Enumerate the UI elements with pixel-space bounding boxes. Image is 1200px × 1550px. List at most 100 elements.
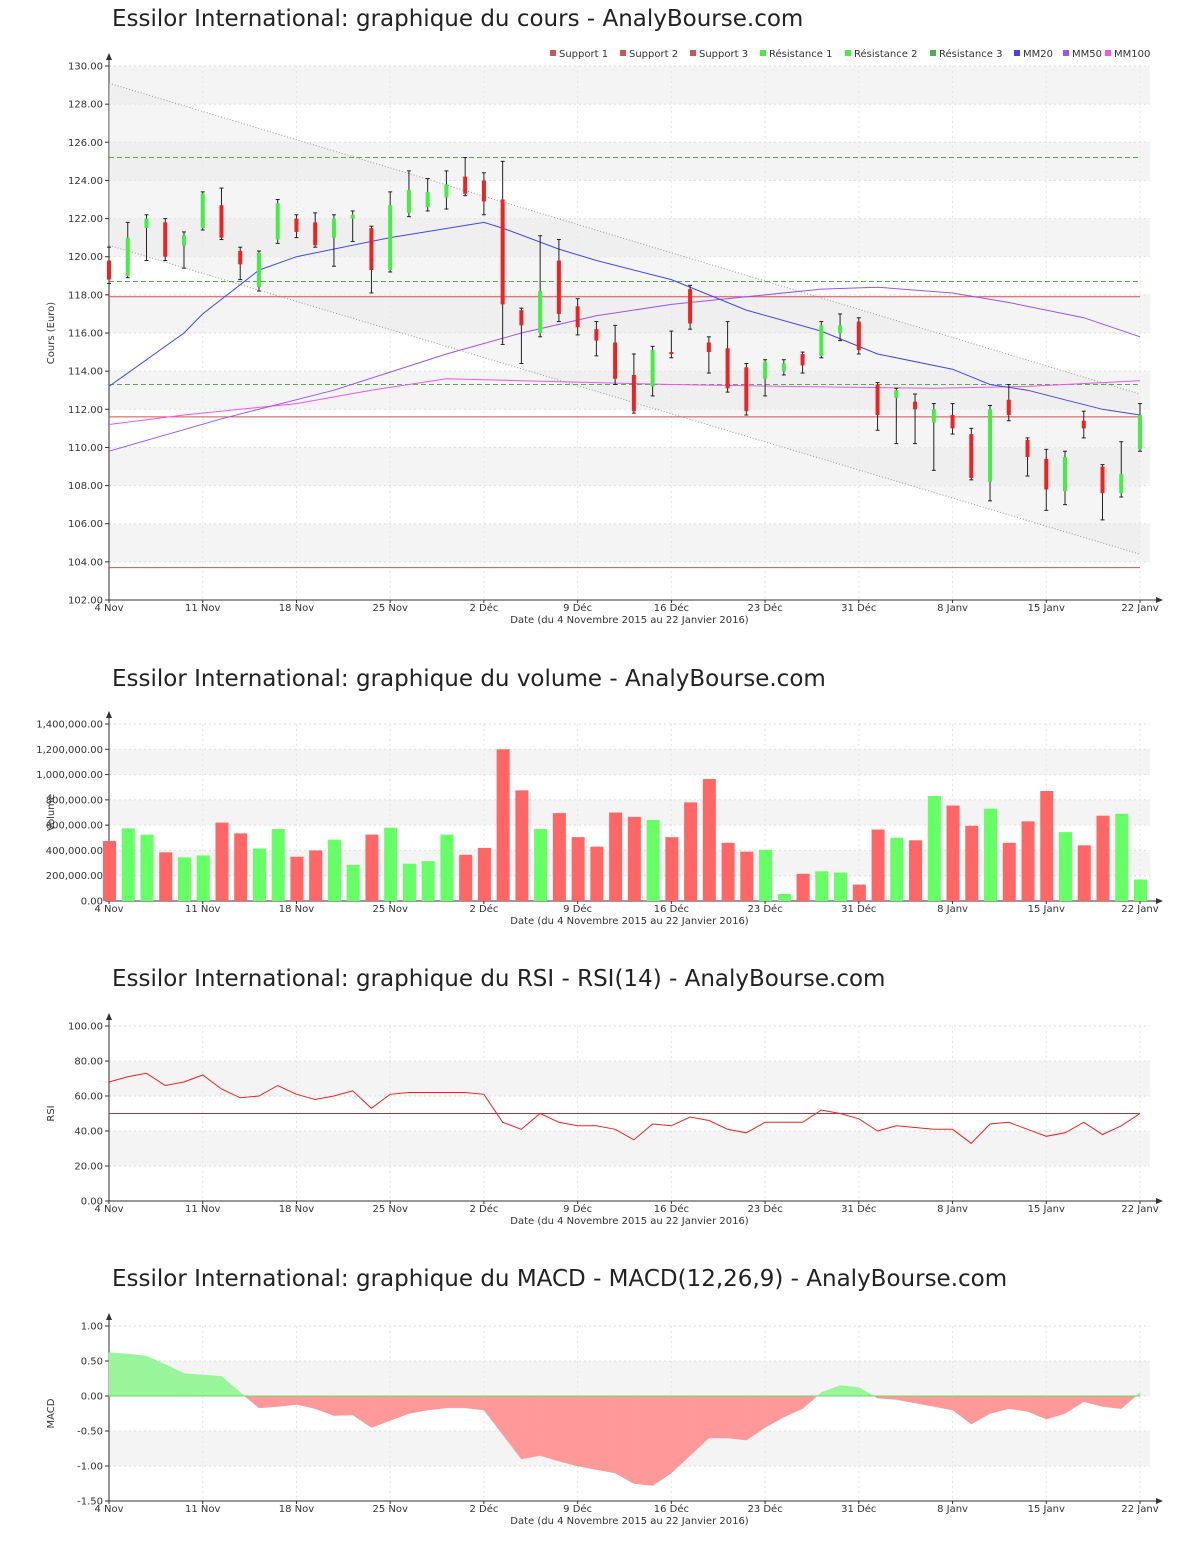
macd-area-segment xyxy=(614,1395,635,1484)
candle-body xyxy=(519,310,524,326)
candle-body xyxy=(781,363,786,372)
candle-body xyxy=(875,384,880,416)
macd-area-segment xyxy=(896,1395,916,1404)
volume-bar xyxy=(271,828,285,901)
macd-area-segment xyxy=(127,1353,147,1397)
macd-area-segment xyxy=(727,1395,747,1441)
macd-xtick-label: 9 Déc xyxy=(563,1503,592,1515)
volume-ytick-label: 1,000,000.00 xyxy=(36,770,103,781)
rsi-ytick-label: 40.00 xyxy=(74,1127,103,1138)
volume-bar xyxy=(702,778,716,901)
volume-xtick-label: 23 Déc xyxy=(747,903,782,915)
legend-label: Support 3 xyxy=(699,49,748,60)
volume-x-axis-arrow xyxy=(1156,898,1163,904)
candle-body xyxy=(744,367,749,412)
macd-ytick-label: -0.50 xyxy=(77,1427,103,1438)
volume-bar xyxy=(346,864,360,901)
volume-bar xyxy=(665,837,679,901)
price-xtick-label: 22 Janv xyxy=(1121,603,1158,614)
candle-body xyxy=(350,214,355,219)
macd-xtick-label: 8 Janv xyxy=(937,1504,968,1515)
macd-area-segment xyxy=(952,1395,972,1425)
volume-bar xyxy=(365,834,379,901)
candle-body xyxy=(1063,456,1068,492)
legend-swatch xyxy=(760,50,766,56)
macd-xtick-label: 2 Déc xyxy=(469,1503,498,1515)
volume-bar xyxy=(909,840,923,901)
volume-bar xyxy=(965,825,979,901)
price-ytick-label: 124.00 xyxy=(68,176,103,187)
candle-body xyxy=(1081,420,1086,429)
price-x-axis-arrow xyxy=(1156,597,1163,603)
candle-body xyxy=(800,353,805,366)
legend-label: Support 2 xyxy=(629,49,678,60)
macd-panel: Essilor International: graphique du MACD… xyxy=(0,1260,1200,1550)
volume-bar xyxy=(140,834,154,901)
rsi-x-axis-label: Date (du 4 Novembre 2015 au 22 Janvier 2… xyxy=(510,1216,749,1227)
candle-body xyxy=(594,329,599,341)
volume-bar xyxy=(834,872,848,901)
macd-area-segment xyxy=(464,1395,485,1411)
macd-area-segment xyxy=(596,1395,616,1474)
candle-body xyxy=(950,415,955,429)
volume-xtick-label: 8 Janv xyxy=(937,904,968,915)
volume-y-axis-arrow xyxy=(106,711,112,718)
volume-bar xyxy=(627,816,641,901)
macd-ytick-label: 0.50 xyxy=(81,1357,103,1368)
macd-chart: -1.50 -1.00 -0.50 0.00 0.50 1.00 4 Nov 11 Nov 18… xyxy=(46,1313,1163,1527)
rsi-band xyxy=(108,1131,1150,1166)
price-y-axis-arrow xyxy=(106,53,112,60)
price-ytick-label: 126.00 xyxy=(68,138,103,149)
mm20-line xyxy=(108,221,1141,416)
macd-area-segment xyxy=(539,1395,560,1462)
macd-xtick-label: 18 Nov xyxy=(279,1504,315,1515)
volume-bar xyxy=(1096,815,1110,901)
macd-chart-title: Essilor International: graphique du MACD… xyxy=(112,1266,1008,1292)
volume-ytick-label: 1,400,000.00 xyxy=(36,720,103,731)
candle-body xyxy=(181,235,186,246)
volume-bar xyxy=(571,837,585,901)
macd-area-segment xyxy=(1008,1395,1028,1412)
price-ytick-label: 106.00 xyxy=(68,519,103,530)
macd-area-segment xyxy=(521,1395,541,1460)
macd-xtick-label: 11 Nov xyxy=(185,1504,221,1515)
rsi-ytick-label: 0.00 xyxy=(81,1197,103,1208)
price-xtick-label: 31 Déc xyxy=(841,602,876,614)
rsi-chart: 0.00 20.00 40.00 60.00 80.00 100.00 4 Nov 11 No… xyxy=(46,1013,1163,1227)
volume-bar xyxy=(1059,832,1073,901)
price-ytick-label: 114.00 xyxy=(68,367,103,378)
price-ytick-label: 122.00 xyxy=(68,214,103,225)
price-ytick-label: 110.00 xyxy=(68,443,103,454)
candle-body xyxy=(331,218,336,238)
macd-area-segment xyxy=(802,1395,818,1410)
legend-label: Résistance 2 xyxy=(854,48,917,60)
macd-area-segment xyxy=(483,1395,503,1436)
volume-bar xyxy=(646,820,660,901)
macd-x-axis-label: Date (du 4 Novembre 2015 au 22 Janvier 2… xyxy=(510,1516,749,1527)
macd-area-segment xyxy=(1046,1395,1066,1420)
volume-bar xyxy=(721,842,735,901)
volume-xtick-label: 15 Janv xyxy=(1028,904,1065,915)
volume-bar xyxy=(1077,845,1091,901)
candle-body xyxy=(444,184,449,198)
candle-body xyxy=(931,409,936,423)
candle-body xyxy=(1044,458,1049,490)
candle-body xyxy=(575,306,580,328)
candle-body xyxy=(538,291,543,333)
volume-bar xyxy=(984,808,998,901)
rsi-chart-title: Essilor International: graphique du RSI … xyxy=(112,966,886,992)
volume-ytick-label: 0.00 xyxy=(81,897,103,908)
macd-area-segment xyxy=(914,1395,935,1407)
rsi-ytick-label: 60.00 xyxy=(74,1092,103,1103)
macd-area-segment xyxy=(183,1373,203,1397)
macd-area-segment xyxy=(1083,1395,1103,1407)
rsi-line xyxy=(108,1072,1141,1144)
rsi-ytick-label: 80.00 xyxy=(74,1057,103,1068)
macd-y-axis-label: MACD xyxy=(46,1398,57,1428)
price-band xyxy=(108,142,1150,181)
macd-area-segment xyxy=(839,1385,860,1397)
mm50-line xyxy=(108,286,1141,452)
price-xtick-label: 8 Janv xyxy=(937,603,968,614)
price-xtick-label: 23 Déc xyxy=(747,602,782,614)
volume-ytick-label: 200,000.00 xyxy=(46,871,103,882)
